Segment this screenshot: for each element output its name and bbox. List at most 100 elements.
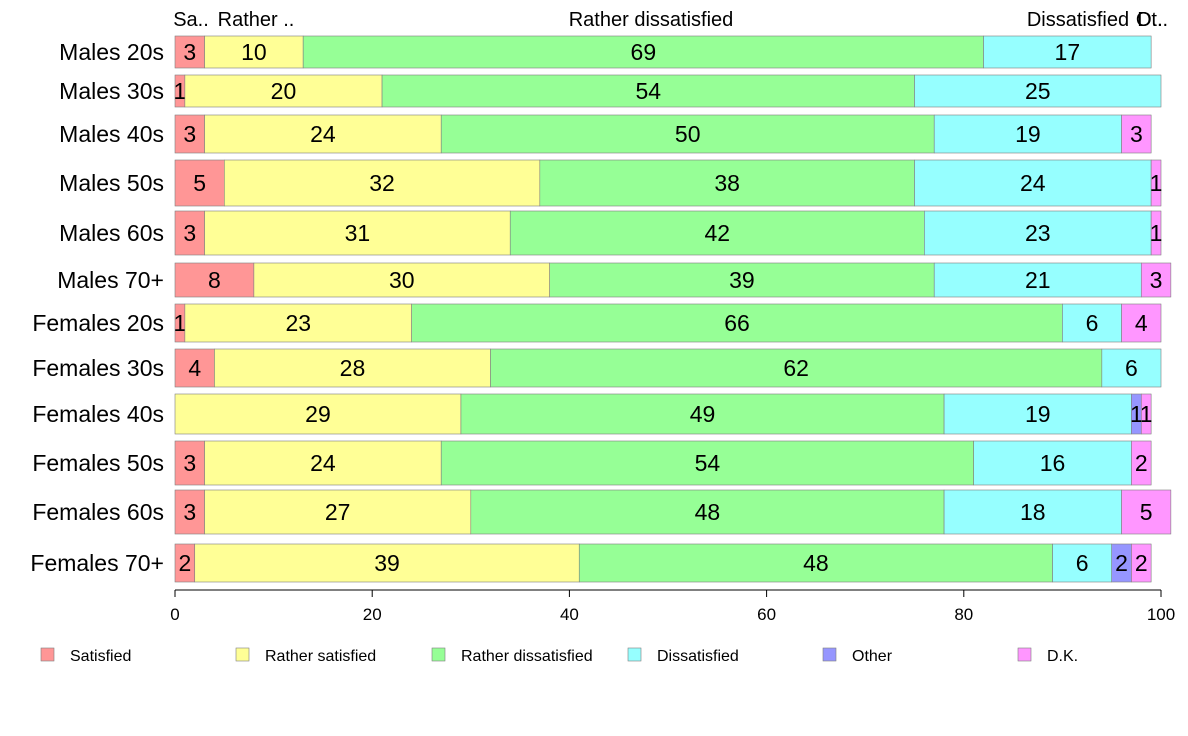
bar-segment [214,348,491,388]
x-tick-label: 0 [170,605,179,624]
data-label: 1 [174,310,187,336]
bar-segment [1121,489,1172,535]
data-label: 16 [1040,450,1066,476]
data-label: 24 [1020,170,1046,196]
legend-label: Rather dissatisfied [461,648,593,665]
data-label: 23 [1025,220,1051,246]
x-tick-label: 80 [954,605,973,624]
data-label: 8 [208,267,221,293]
bar-segment [1150,159,1162,207]
top-series-label: Rather dissatisfied [569,9,734,31]
legend-label: Satisfied [70,648,131,665]
bar-segment [549,262,935,298]
bar-segment [914,74,1162,108]
data-label: 3 [183,121,196,147]
data-label: 18 [1020,499,1046,525]
bar-segment [174,262,255,298]
data-label: 29 [305,401,331,427]
data-label: 42 [705,220,731,246]
data-label: 3 [183,39,196,65]
data-label: 39 [729,267,755,293]
data-label: 4 [1135,310,1148,336]
bar-segment [943,489,1122,535]
data-label: 10 [241,39,267,65]
row-label: Females 40s [32,401,164,427]
row-label: Females 70+ [30,550,164,576]
bar-segment [224,159,541,207]
data-label: 54 [695,450,721,476]
bar-segment [253,262,550,298]
data-label: 48 [695,499,721,525]
data-label: 1 [1150,220,1163,246]
data-label: 6 [1125,355,1138,381]
bar-segment [1062,303,1122,343]
bar-segment [204,114,442,154]
bar-segment [509,210,925,256]
bar-segment [174,159,225,207]
x-tick-label: 100 [1147,605,1175,624]
data-label: 25 [1025,78,1051,104]
bar-segment [924,210,1152,256]
bar-segment [1121,114,1152,154]
data-label: 30 [389,267,415,293]
bar-segment [1131,440,1152,486]
bar-segment [174,35,205,69]
data-label: 6 [1086,310,1099,336]
x-tick-label: 20 [363,605,382,624]
data-label: 3 [183,220,196,246]
data-label: 49 [690,401,716,427]
bar-segment [184,303,412,343]
bar-segment [1052,543,1113,583]
bar-segment [204,210,511,256]
data-label: 32 [369,170,395,196]
x-tick-label: 60 [757,605,776,624]
bar-segment [411,303,1063,343]
data-label: 3 [183,499,196,525]
bar-segment [539,159,915,207]
bar-segment [1131,543,1152,583]
legend-swatch [627,647,642,662]
data-label: 2 [1135,450,1148,476]
data-label: 31 [345,220,371,246]
data-label: 54 [635,78,661,104]
data-label: 19 [1015,121,1041,147]
bar-segment [933,114,1122,154]
data-label: 3 [1150,267,1163,293]
data-label: 5 [193,170,206,196]
data-label: 20 [271,78,297,104]
bar-segment [174,348,215,388]
bar-segment [1140,393,1152,435]
data-label: 19 [1025,401,1051,427]
row-label: Females 50s [32,450,164,476]
bar-segment [174,489,205,535]
row-label: Females 20s [32,310,164,336]
data-label: 5 [1140,499,1153,525]
data-label: 62 [783,355,809,381]
bar-segment [1140,262,1172,298]
legend-swatch [431,647,446,662]
legend-label: D.K. [1047,648,1078,665]
legend-swatch [40,647,55,662]
data-label: 50 [675,121,701,147]
data-label: 2 [178,550,191,576]
bar-segment [983,35,1152,69]
row-label: Males 30s [59,78,164,104]
row-label: Males 20s [59,39,164,65]
data-label: 3 [1130,121,1143,147]
data-label: 69 [631,39,657,65]
data-label: 1 [174,78,187,104]
row-label: Females 60s [32,499,164,525]
data-label: 2 [1135,550,1148,576]
data-label: 1 [1150,170,1163,196]
bar-segment [174,393,462,435]
bar-segment [1150,210,1162,256]
bar-segment [302,35,984,69]
top-series-label: Ot.. [1136,9,1168,31]
data-label: 23 [285,310,311,336]
legend-swatch [235,647,250,662]
data-label: 24 [310,121,336,147]
bar-segment [933,262,1142,298]
data-label: 6 [1076,550,1089,576]
data-label: 28 [340,355,366,381]
data-label: 4 [188,355,201,381]
